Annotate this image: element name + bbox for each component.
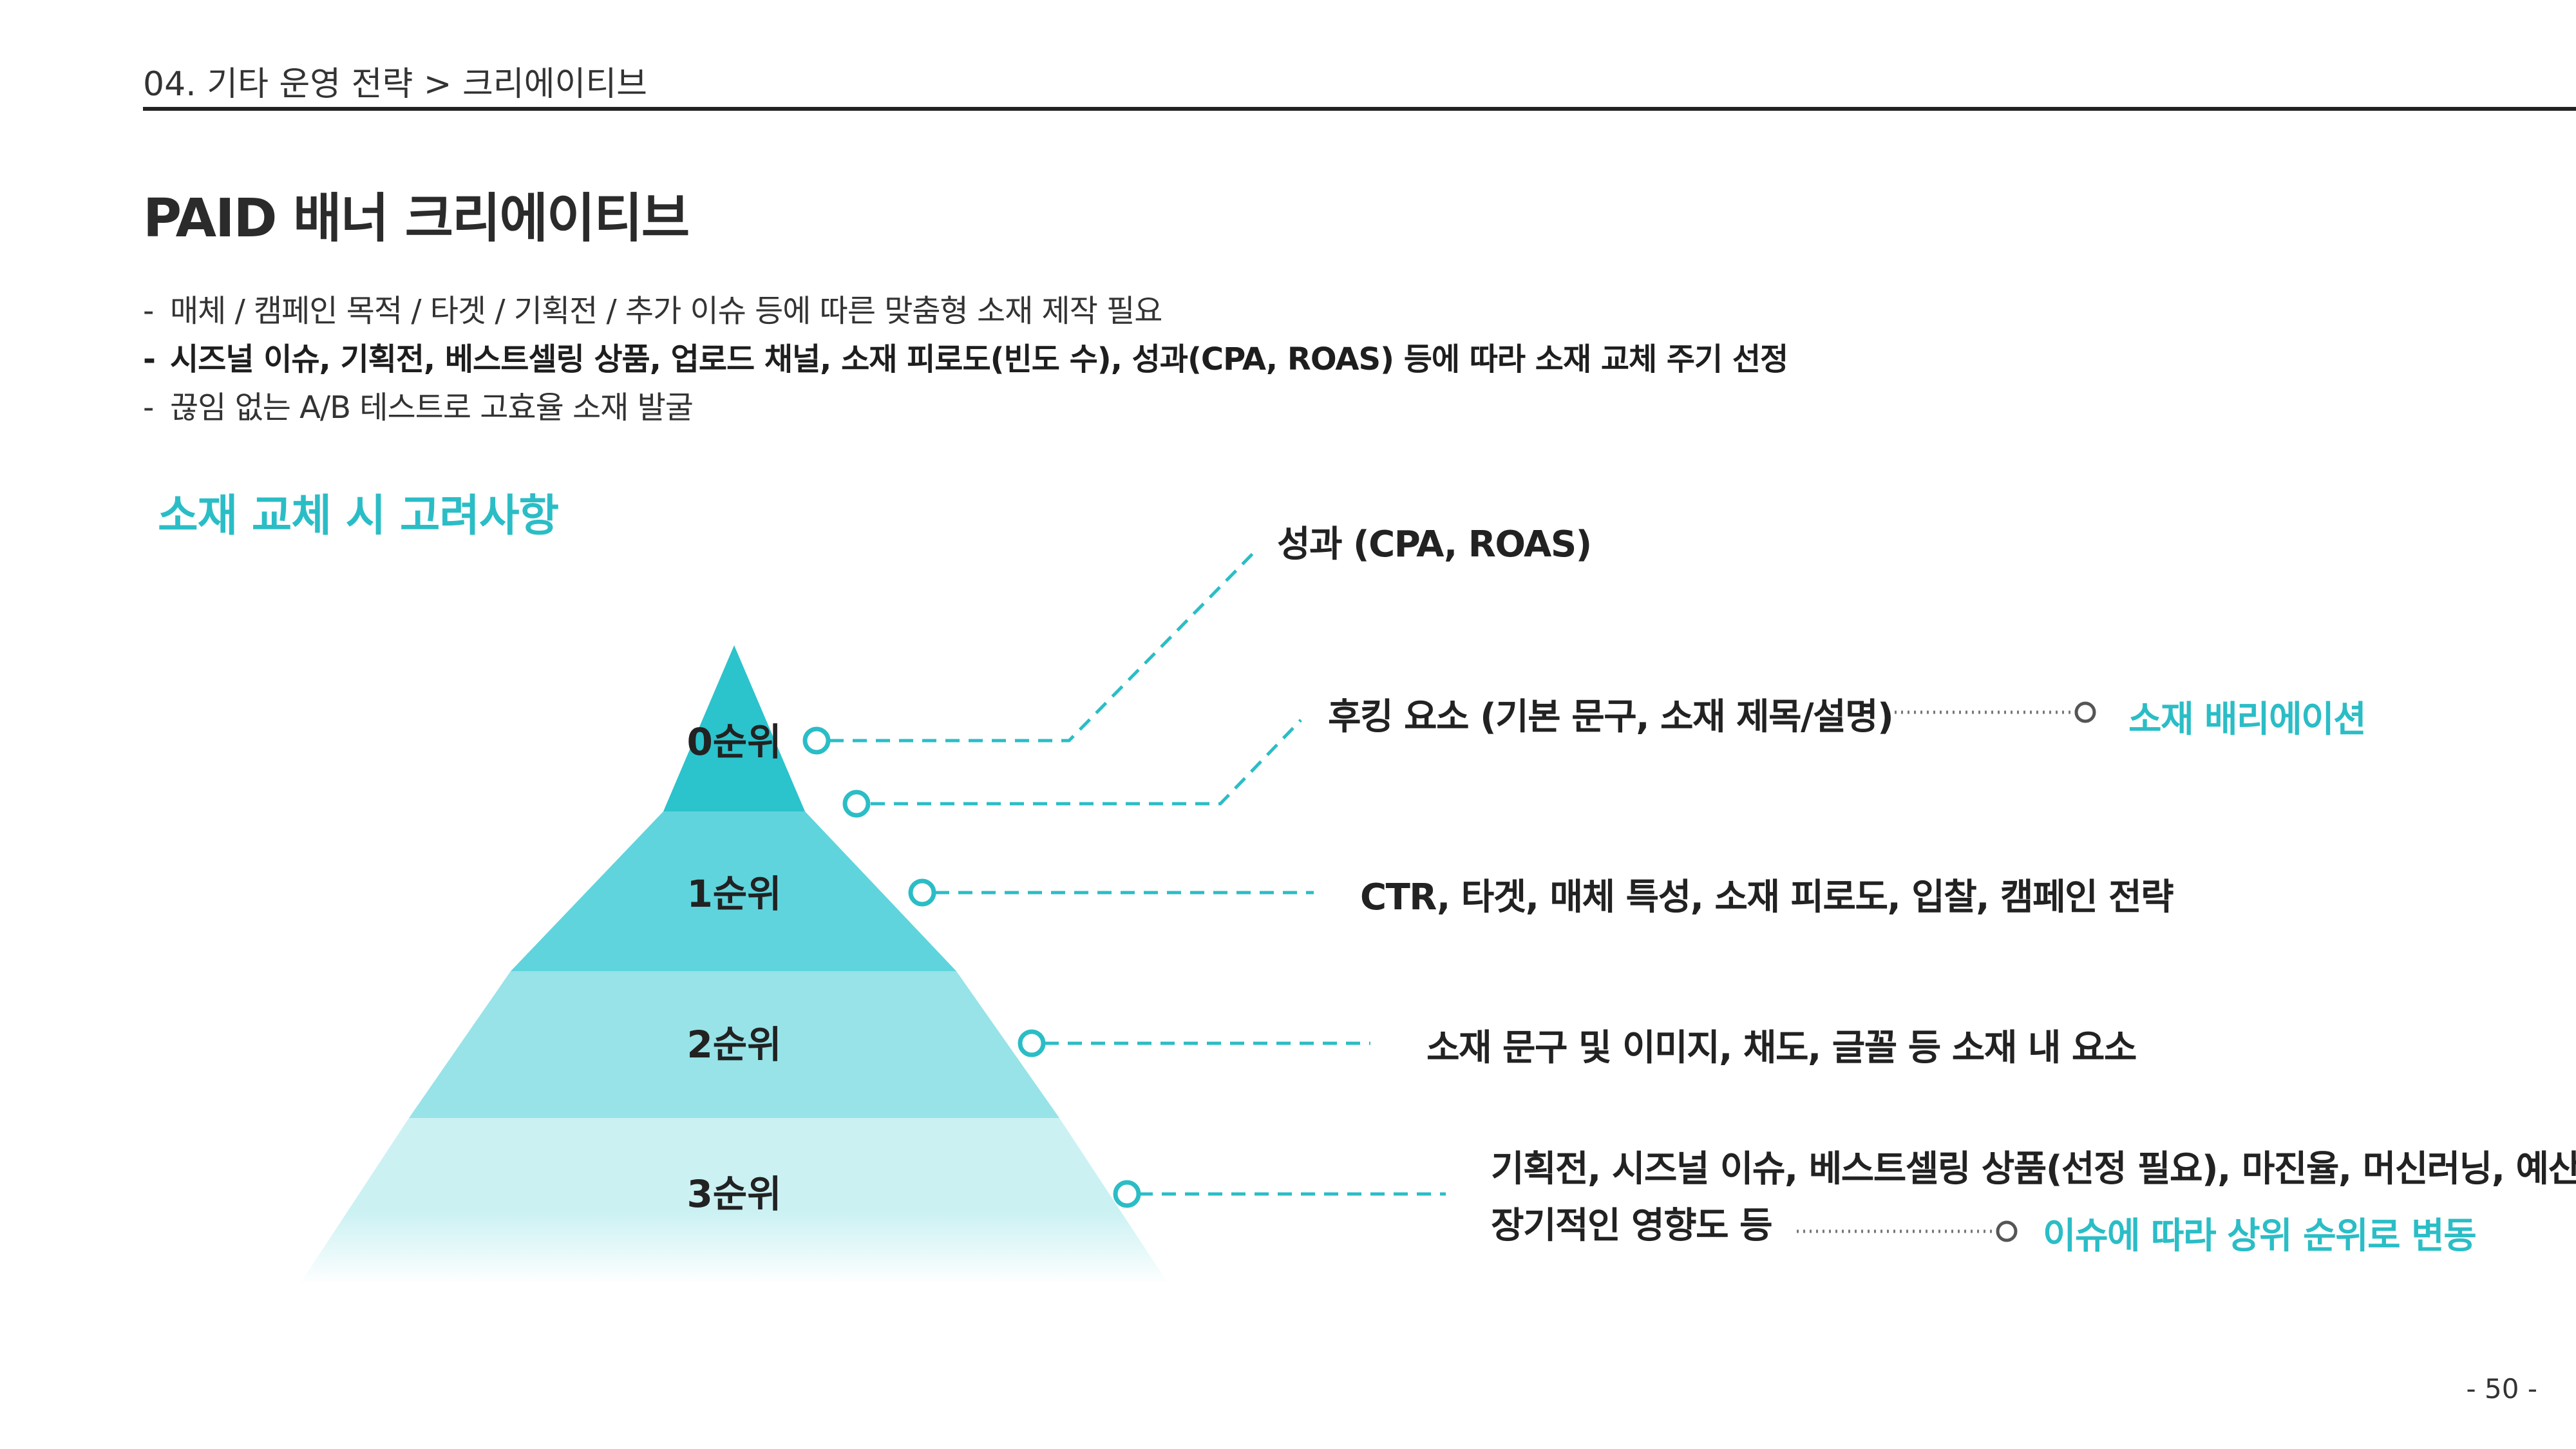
anchor-circle (908, 878, 936, 907)
anchor-circle (842, 790, 871, 818)
anchor-circle (1018, 1029, 1046, 1057)
bullet-text: 매체 / 캠페인 목적 / 타겟 / 기획전 / 추가 이슈 등에 따른 맞춤형… (170, 293, 1162, 329)
callout-level-3: 기획전, 시즈널 이슈, 베스트셀링 상품(선정 필요), 마진율, 머신러닝,… (1491, 1141, 2576, 1255)
section-title: 소재 교체 시 고려사항 (158, 491, 559, 542)
bullet-item: - 시즈널 이슈, 기획전, 베스트셀링 상품, 업로드 채널, 소재 피로도(빈… (143, 341, 1788, 377)
anchor-circle (802, 726, 831, 755)
breadcrumb: 04. 기타 운영 전략 > 크리에이티브 (143, 65, 647, 104)
level-label-3: 3순위 (687, 1172, 781, 1216)
anchor-circle (1113, 1180, 1141, 1208)
pyramid-level-0 (663, 645, 805, 811)
callout-level-3-result: 이슈에 따라 상위 순위로 변동 (2043, 1215, 2477, 1257)
level-label-0: 0순위 (687, 720, 781, 764)
page-title: PAID 배너 크리에이티브 (143, 188, 690, 249)
callout-hooking: 후킹 요소 (기본 문구, 소재 제목/설명) (1328, 696, 1894, 738)
pyramid-fade (296, 1211, 1172, 1285)
level-label-2: 2순위 (687, 1023, 781, 1066)
callout-level-3-line2: 장기적인 영향도 등 (1491, 1205, 1773, 1247)
callout-level-1: CTR, 타겟, 매체 특성, 소재 피로도, 입찰, 캠페인 전략 (1360, 876, 2174, 918)
bullet-text: 시즈널 이슈, 기획전, 베스트셀링 상품, 업로드 채널, 소재 피로도(빈도… (170, 341, 1788, 377)
connector-hooking (871, 719, 1302, 806)
level-label-1: 1순위 (687, 872, 781, 916)
callout-performance: 성과 (CPA, ROAS) (1277, 524, 1592, 565)
page-number: - 50 - (2466, 1373, 2537, 1405)
bullet-item: - 매체 / 캠페인 목적 / 타겟 / 기획전 / 추가 이슈 등에 따른 맞춤… (143, 293, 1162, 329)
callout-level-3-line1: 기획전, 시즈널 이슈, 베스트셀링 상품(선정 필요), 마진율, 머신러닝,… (1491, 1148, 2576, 1190)
bullet-list: - 매체 / 캠페인 목적 / 타겟 / 기획전 / 추가 이슈 등에 따른 맞춤… (143, 287, 1788, 432)
pyramid-level-1 (511, 811, 956, 971)
pyramid-level-2 (409, 971, 1059, 1118)
leader-end-circle (1996, 1220, 2018, 1242)
connector-performance (829, 553, 1254, 743)
callout-hooking-result: 소재 배리에이션 (2128, 699, 2367, 741)
bullet-item: - 끊임 없는 A/B 테스트로 고효율 소재 발굴 (143, 390, 694, 426)
bullet-text: 끊임 없는 A/B 테스트로 고효율 소재 발굴 (170, 390, 694, 426)
callout-level-2: 소재 문구 및 이미지, 채도, 글꼴 등 소재 내 요소 (1426, 1027, 2137, 1069)
header-divider (143, 107, 2576, 111)
leader-end-circle (2074, 701, 2096, 723)
